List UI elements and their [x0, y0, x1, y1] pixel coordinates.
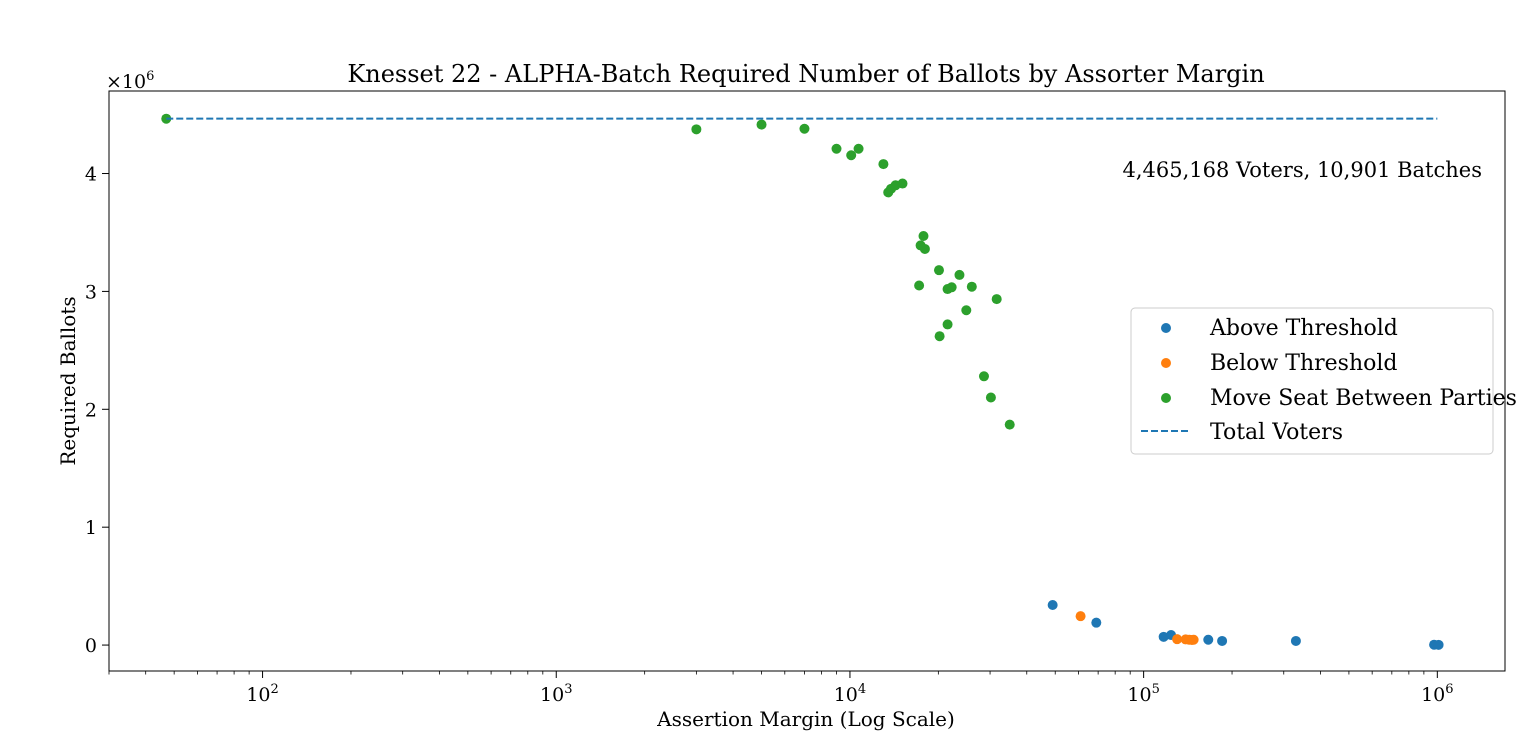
point-move-seat-between-parties [799, 123, 810, 134]
y-axis-label: Required Ballots [56, 296, 80, 465]
x-tick-label: 106 [1421, 682, 1453, 706]
point-move-seat-between-parties [978, 371, 989, 382]
point-above-threshold [1047, 599, 1058, 610]
x-axis-label: Assertion Margin (Log Scale) [656, 707, 955, 731]
legend-label-below-threshold: Below Threshold [1210, 351, 1398, 376]
y-tick-label: 0 [85, 635, 97, 657]
point-move-seat-between-parties [946, 282, 957, 293]
y-tick-label: 2 [85, 399, 97, 421]
point-above-threshold [1217, 635, 1228, 646]
legend-marker-below-threshold [1161, 358, 1171, 368]
y-axis-multiplier: ×106 [106, 69, 154, 93]
series-layer [161, 113, 1444, 650]
point-above-threshold [1290, 635, 1301, 646]
point-move-seat-between-parties [985, 392, 996, 403]
point-move-seat-between-parties [756, 119, 767, 130]
y-multiplier-base: ×10 [106, 71, 146, 93]
point-move-seat-between-parties [954, 269, 965, 280]
y-axis: 0 1 2 3 4 [85, 164, 109, 657]
legend-label-above-threshold: Above Threshold [1209, 316, 1398, 341]
point-above-threshold [1091, 617, 1102, 628]
point-move-seat-between-parties [1004, 419, 1015, 430]
point-below-threshold [1172, 634, 1183, 645]
legend: Above Threshold Below Threshold Move Sea… [1130, 307, 1517, 455]
legend-label-total-voters: Total Voters [1210, 420, 1343, 445]
point-move-seat-between-parties [961, 305, 972, 316]
y-tick-label: 3 [85, 281, 97, 303]
point-above-threshold [1203, 634, 1214, 645]
x-axis: 102 103 104 105 106 [108, 671, 1454, 706]
point-below-threshold [1075, 611, 1086, 622]
legend-label-move-seat: Move Seat Between Parties [1210, 386, 1517, 411]
point-move-seat-between-parties [933, 265, 944, 276]
x-tick-label: 104 [834, 682, 866, 706]
point-move-seat-between-parties [691, 124, 702, 135]
point-move-seat-between-parties [878, 159, 889, 170]
point-move-seat-between-parties [853, 143, 864, 154]
point-move-seat-between-parties [942, 319, 953, 330]
point-above-threshold [1433, 639, 1444, 650]
point-move-seat-between-parties [919, 243, 930, 254]
voters-batches-annotation: 4,465,168 Voters, 10,901 Batches [1122, 158, 1482, 182]
y-multiplier-exp: 6 [146, 69, 154, 84]
point-move-seat-between-parties [846, 150, 857, 161]
y-tick-label: 1 [85, 517, 97, 539]
chart-title: Knesset 22 - ALPHA-Batch Required Number… [347, 60, 1264, 88]
point-move-seat-between-parties [991, 294, 1002, 305]
y-tick-label: 4 [85, 164, 97, 186]
point-move-seat-between-parties [934, 331, 945, 342]
point-move-seat-between-parties [897, 178, 908, 189]
legend-marker-above-threshold [1161, 323, 1171, 333]
x-tick-label: 105 [1127, 682, 1159, 706]
plot-area [108, 90, 1506, 672]
point-move-seat-between-parties [914, 280, 925, 291]
point-move-seat-between-parties [831, 143, 842, 154]
x-tick-label: 103 [540, 682, 572, 706]
point-below-threshold [1188, 634, 1199, 645]
point-move-seat-between-parties [966, 281, 977, 292]
x-tick-label: 102 [246, 682, 278, 706]
point-move-seat-between-parties [918, 231, 929, 241]
legend-box [1130, 307, 1494, 455]
legend-marker-move-seat [1161, 393, 1171, 403]
